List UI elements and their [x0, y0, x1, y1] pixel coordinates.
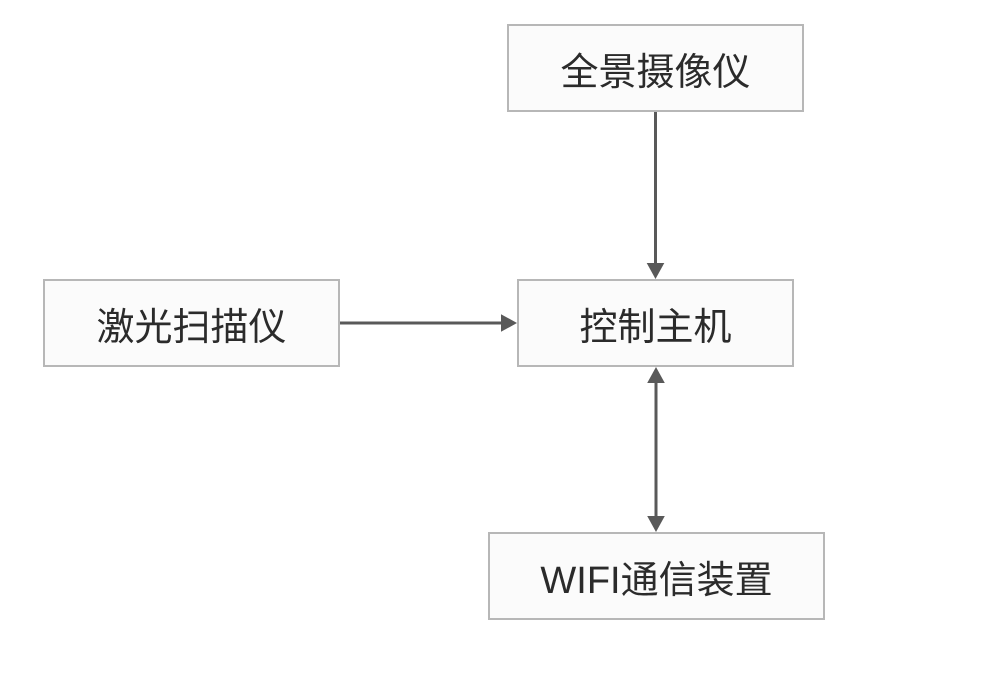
diagram-canvas: 全景摄像仪 激光扫描仪 控制主机 WIFI通信装置: [0, 0, 1000, 684]
node-label: 全景摄像仪: [560, 41, 750, 96]
node-label: 激光扫描仪: [96, 296, 286, 351]
node-wifi-device: WIFI通信装置: [488, 532, 825, 620]
node-laser-scanner: 激光扫描仪: [43, 279, 340, 367]
node-label: WIFI通信装置: [540, 549, 772, 604]
node-panoramic-camera: 全景摄像仪: [507, 24, 804, 112]
node-control-host: 控制主机: [517, 279, 794, 367]
node-label: 控制主机: [579, 296, 731, 351]
